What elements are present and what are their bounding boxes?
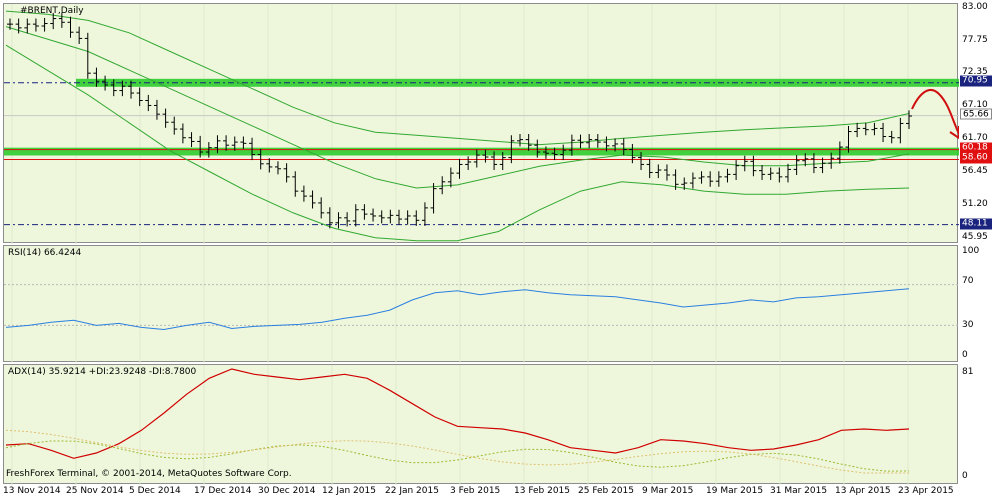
date-label: 13 Feb 2015 xyxy=(514,486,571,496)
adx-chart-canvas[interactable] xyxy=(4,365,959,485)
date-label: 19 Mar 2015 xyxy=(706,486,764,496)
rsi-chart-canvas[interactable] xyxy=(4,246,959,363)
forecast-arrow-curve xyxy=(911,89,959,135)
band-bottom-price-tag: 58.60 xyxy=(960,152,992,164)
copyright-text: FreshForex Terminal, © 2001-2014, MetaQu… xyxy=(6,469,292,479)
price-chart-pane[interactable]: #BRENT,Daily xyxy=(3,3,959,244)
adx-axis-label: 81 xyxy=(962,367,974,377)
price-chart-canvas[interactable] xyxy=(4,4,959,244)
price-axis-label: 61.70 xyxy=(962,133,988,143)
adx-axis-label: 0 xyxy=(962,471,968,481)
band-top-price-tag: 60.18 xyxy=(960,142,992,154)
price-axis-label: 51.20 xyxy=(962,199,988,209)
price-axis-label: 45.95 xyxy=(962,232,988,242)
price-axis-label: 83.00 xyxy=(962,2,988,12)
rsi-axis-label: 0 xyxy=(962,350,968,360)
adx-label: ADX(14) 35.9214 +DI:23.9248 -DI:8.7800 xyxy=(8,367,197,377)
date-label: 31 Mar 2015 xyxy=(770,486,828,496)
bollinger-upper-line xyxy=(5,10,910,146)
symbol-label: #BRENT,Daily xyxy=(20,6,84,16)
date-label: 30 Dec 2014 xyxy=(258,486,316,496)
adx-line xyxy=(5,368,910,459)
date-label: 25 Nov 2014 xyxy=(66,486,124,496)
current-price-tag: 65.66 xyxy=(960,108,992,120)
date-label: 13 Nov 2014 xyxy=(3,486,61,496)
date-label: 5 Dec 2014 xyxy=(129,486,181,496)
date-label: 25 Feb 2015 xyxy=(578,486,635,496)
bollinger-middle-line xyxy=(5,26,910,189)
rsi-axis-label: 30 xyxy=(962,320,974,330)
date-label: 9 Mar 2015 xyxy=(642,486,694,496)
date-label: 17 Dec 2014 xyxy=(194,486,252,496)
rsi-label: RSI(14) 66.4244 xyxy=(8,248,82,258)
date-label: 3 Feb 2015 xyxy=(450,486,501,496)
plus-di-line xyxy=(5,440,910,472)
date-label: 23 Apr 2015 xyxy=(898,486,954,496)
price-axis-label: 67.10 xyxy=(962,100,988,110)
rsi-axis-label: 70 xyxy=(962,276,974,286)
rsi-indicator-pane[interactable]: RSI(14) 66.4244 xyxy=(3,245,959,363)
price-axis-label: 77.75 xyxy=(962,35,988,45)
resistance-price-tag: 70.95 xyxy=(960,75,992,87)
bollinger-lower-line xyxy=(5,44,910,242)
date-label: 22 Jan 2015 xyxy=(385,486,439,496)
minus-di-line xyxy=(5,429,909,474)
support-zone-band xyxy=(4,147,959,156)
rsi-axis-label: 100 xyxy=(962,246,980,256)
date-label: 13 Apr 2015 xyxy=(835,486,891,496)
forecast-arrow-head xyxy=(949,126,959,140)
date-label: 12 Jan 2015 xyxy=(322,486,376,496)
price-axis-label: 72.35 xyxy=(962,67,988,77)
adx-indicator-pane[interactable]: ADX(14) 35.9214 +DI:23.9248 -DI:8.7800 xyxy=(3,364,959,485)
price-axis-label: 56.45 xyxy=(962,166,988,176)
rsi-line xyxy=(5,288,910,331)
support-price-tag: 48.11 xyxy=(960,218,992,230)
